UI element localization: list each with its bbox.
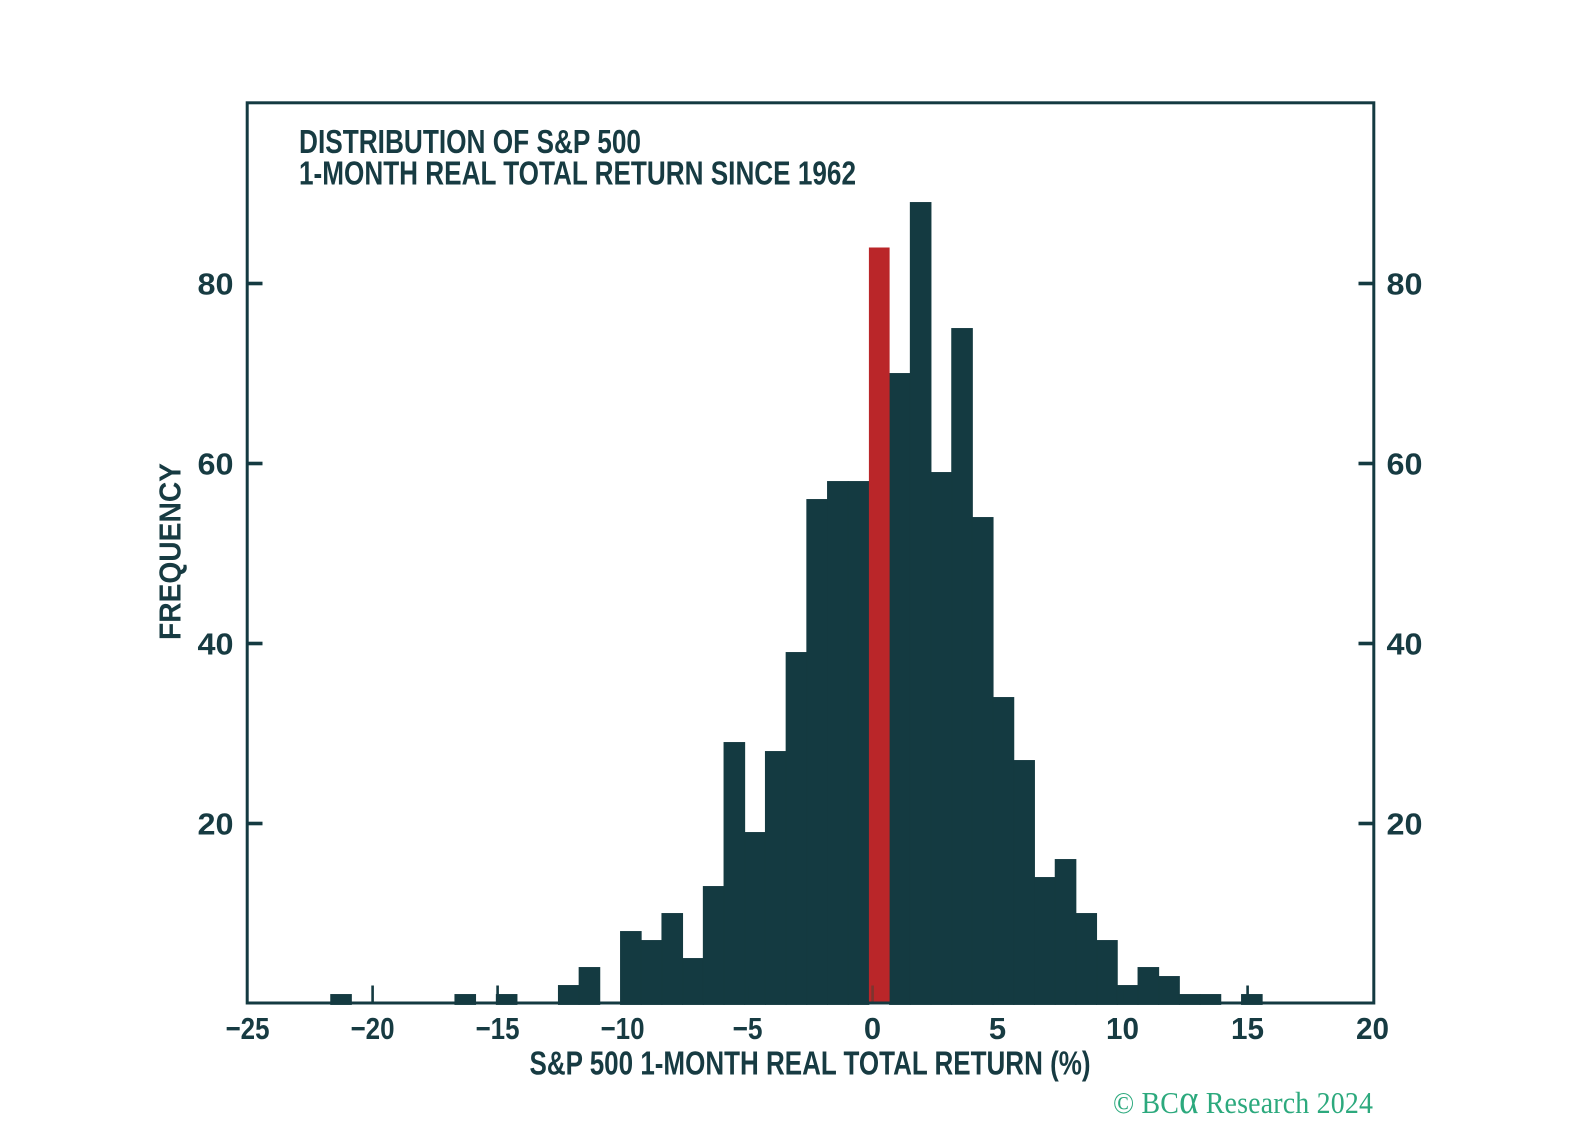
svg-text:1-MONTH REAL TOTAL RETURN SINC: 1-MONTH REAL TOTAL RETURN SINCE 1962: [299, 154, 856, 191]
svg-text:5: 5: [989, 1011, 1006, 1046]
svg-text:S&P 500 1-MONTH REAL TOTAL RET: S&P 500 1-MONTH REAL TOTAL RETURN (%): [530, 1045, 1091, 1082]
svg-text:20: 20: [1356, 1011, 1389, 1046]
svg-text:20: 20: [1387, 807, 1423, 842]
svg-text:−15: −15: [476, 1011, 520, 1046]
svg-text:−5: −5: [733, 1011, 763, 1046]
svg-text:15: 15: [1231, 1011, 1264, 1046]
svg-text:−25: −25: [226, 1011, 270, 1046]
svg-text:© BCα Research 2024: © BCα Research 2024: [1113, 1077, 1373, 1122]
svg-text:20: 20: [198, 807, 234, 842]
svg-text:0: 0: [864, 1011, 881, 1046]
svg-text:40: 40: [198, 627, 234, 662]
svg-text:DISTRIBUTION OF S&P 500: DISTRIBUTION OF S&P 500: [299, 123, 641, 160]
svg-text:FREQUENCY: FREQUENCY: [153, 463, 188, 640]
svg-text:80: 80: [1387, 267, 1423, 302]
svg-text:60: 60: [1387, 447, 1423, 482]
svg-text:80: 80: [198, 267, 234, 302]
svg-text:40: 40: [1387, 627, 1423, 662]
svg-text:60: 60: [198, 447, 234, 482]
svg-text:−10: −10: [601, 1011, 645, 1046]
svg-text:−20: −20: [351, 1011, 395, 1046]
svg-text:10: 10: [1106, 1011, 1139, 1046]
